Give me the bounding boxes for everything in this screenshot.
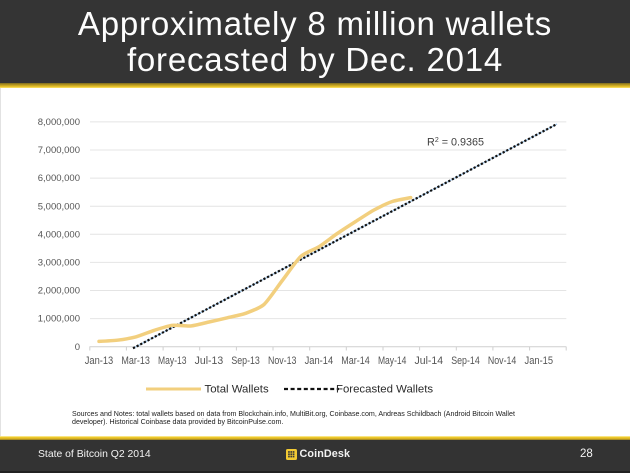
- svg-text:Jan-14: Jan-14: [305, 355, 334, 367]
- svg-text:2,000,000: 2,000,000: [38, 286, 80, 297]
- svg-text:Total Wallets: Total Wallets: [205, 384, 269, 396]
- svg-text:Jul-14: Jul-14: [415, 355, 444, 367]
- svg-text:Mar-13: Mar-13: [121, 355, 150, 367]
- svg-text:Sep-14: Sep-14: [451, 355, 480, 367]
- svg-text:3,000,000: 3,000,000: [38, 258, 80, 269]
- svg-text:R2 = 0.9365: R2 = 0.9365: [427, 137, 484, 149]
- svg-text:4,000,000: 4,000,000: [38, 229, 80, 240]
- svg-text:7,000,000: 7,000,000: [38, 145, 80, 156]
- svg-text:Jan-13: Jan-13: [85, 355, 114, 367]
- svg-text:Forecasted Wallets: Forecasted Wallets: [336, 384, 433, 396]
- svg-text:May-13: May-13: [158, 355, 187, 367]
- svg-text:Jan-15: Jan-15: [525, 355, 554, 367]
- svg-text:1,000,000: 1,000,000: [38, 314, 80, 325]
- svg-text:May-14: May-14: [378, 355, 407, 367]
- svg-text:Jul-13: Jul-13: [195, 355, 224, 367]
- svg-text:Nov-14: Nov-14: [488, 355, 517, 367]
- svg-text:5,000,000: 5,000,000: [38, 201, 80, 212]
- svg-text:6,000,000: 6,000,000: [38, 173, 80, 184]
- svg-text:Nov-13: Nov-13: [268, 355, 297, 367]
- svg-text:0: 0: [75, 342, 80, 353]
- svg-text:8,000,000: 8,000,000: [38, 117, 80, 128]
- svg-text:Mar-14: Mar-14: [341, 355, 370, 367]
- svg-text:Sep-13: Sep-13: [231, 355, 260, 367]
